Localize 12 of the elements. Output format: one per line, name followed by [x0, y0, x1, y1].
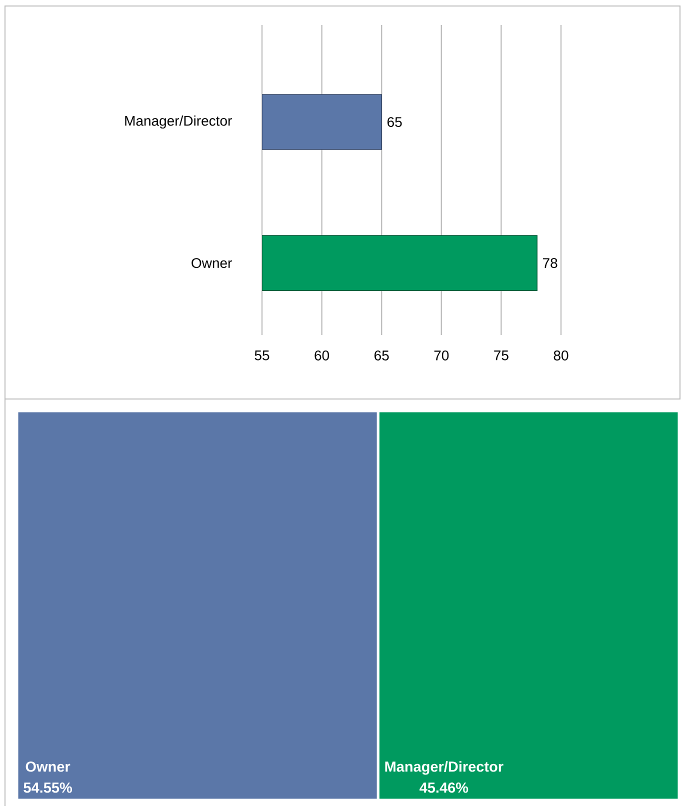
data-label: 65 [388, 117, 402, 127]
x-tick-label: 75 [494, 350, 508, 360]
x-tick-label: 60 [314, 350, 330, 360]
x-tick-label: 80 [554, 350, 568, 360]
x-tick-label: 55 [254, 350, 270, 360]
data-label: 54.55% [24, 782, 72, 793]
category-label: Owner [26, 762, 70, 772]
x-tick-label: 70 [434, 350, 449, 360]
category-label: Manager/Director [385, 761, 504, 775]
data-label: 45.46% [420, 782, 468, 793]
data-label: 78 [542, 258, 558, 268]
x-tick-label: 65 [374, 350, 389, 360]
